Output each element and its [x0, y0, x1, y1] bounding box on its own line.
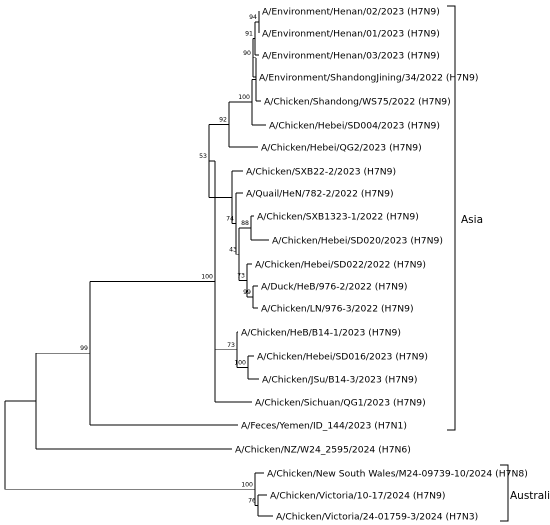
bootstrap-value: 76: [248, 498, 256, 505]
australia-clade-bracket: [500, 464, 509, 522]
leaf-label: A/Chicken/LN/976-3/2022 (H7N9): [261, 303, 414, 314]
leaf-label: A/Feces/Yemen/ID_144/2023 (H7N1): [241, 420, 407, 431]
bootstrap-value: 74: [226, 216, 234, 223]
bootstrap-value: 94: [249, 14, 257, 21]
bootstrap-value: 73: [227, 342, 235, 349]
bootstrap-value: 100: [234, 360, 246, 367]
leaf-label: A/Chicken/SXB22-2/2023 (H7N9): [246, 166, 396, 177]
bootstrap-value: 99: [80, 345, 88, 352]
bootstrap-value: 88: [241, 220, 249, 227]
tree-branches: [4, 11, 273, 517]
leaf-label: A/Chicken/Hebei/SD022/2022 (H7N9): [255, 259, 426, 270]
leaf-labels: A/Environment/Henan/02/2023 (H7N9) A/Envi…: [235, 6, 528, 522]
leaf-label: A/Duck/HeB/976-2/2022 (H7N9): [261, 281, 407, 292]
leaf-label: A/Chicken/Hebei/SD020/2023 (H7N9): [272, 235, 443, 246]
leaf-label: A/Chicken/SXB1323-1/2022 (H7N9): [257, 211, 419, 222]
bootstrap-value: 43: [229, 246, 237, 253]
leaf-label: A/Chicken/Shandong/WS75/2022 (H7N9): [264, 96, 451, 107]
leaf-label: A/Chicken/Hebei/QG2/2023 (H7N9): [261, 142, 422, 153]
bootstrap-value: 100: [201, 273, 213, 280]
leaf-label: A/Chicken/Hebei/SD004/2023 (H7N9): [269, 120, 440, 131]
leaf-label: A/Chicken/Victoria/10-17/2024 (H7N9): [270, 490, 446, 501]
leaf-label: A/Chicken/JSu/B14-3/2023 (H7N9): [262, 374, 417, 385]
bootstrap-value: 73: [237, 273, 245, 280]
bootstrap-value: 91: [245, 31, 253, 38]
leaf-label: A/Chicken/New South Wales/M24-09739-10/2…: [267, 468, 528, 479]
leaf-label: A/Environment/Henan/01/2023 (H7N9): [262, 28, 440, 39]
leaf-label: A/Chicken/Victoria/24-01759-3/2024 (H7N3…: [276, 511, 478, 522]
bootstrap-value: 92: [219, 117, 227, 124]
leaf-label: A/Quail/HeN/782-2/2022 (H7N9): [246, 188, 394, 199]
asia-clade-bracket: [447, 5, 456, 431]
bootstrap-value: 100: [238, 94, 250, 101]
leaf-label: A/Environment/Henan/03/2023 (H7N9): [262, 50, 440, 61]
leaf-label: A/Chicken/Sichuan/QG1/2023 (H7N9): [255, 397, 426, 408]
bootstrap-value: 99: [243, 289, 251, 296]
leaf-label: A/Chicken/NZ/W24_2595/2024 (H7N6): [235, 444, 411, 455]
asia-clade-label: Asia: [461, 214, 483, 226]
bootstrap-value: 100: [241, 481, 253, 488]
bootstrap-labels: 94 91 90 100 92 88 74 43 99 73 53 100 73 100 99 76 100: [80, 14, 257, 505]
leaf-label: A/Chicken/HeB/B14-1/2023 (H7N9): [241, 327, 401, 338]
leaf-label: A/Chicken/Hebei/SD016/2023 (H7N9): [257, 351, 428, 362]
bootstrap-value: 90: [243, 50, 251, 57]
bootstrap-value: 53: [199, 153, 207, 160]
leaf-label: A/Environment/Henan/02/2023 (H7N9): [262, 6, 440, 17]
leaf-label: A/Environment/ShandongJining/34/2022 (H7…: [259, 72, 478, 83]
australia-clade-label: Australia: [510, 490, 550, 502]
